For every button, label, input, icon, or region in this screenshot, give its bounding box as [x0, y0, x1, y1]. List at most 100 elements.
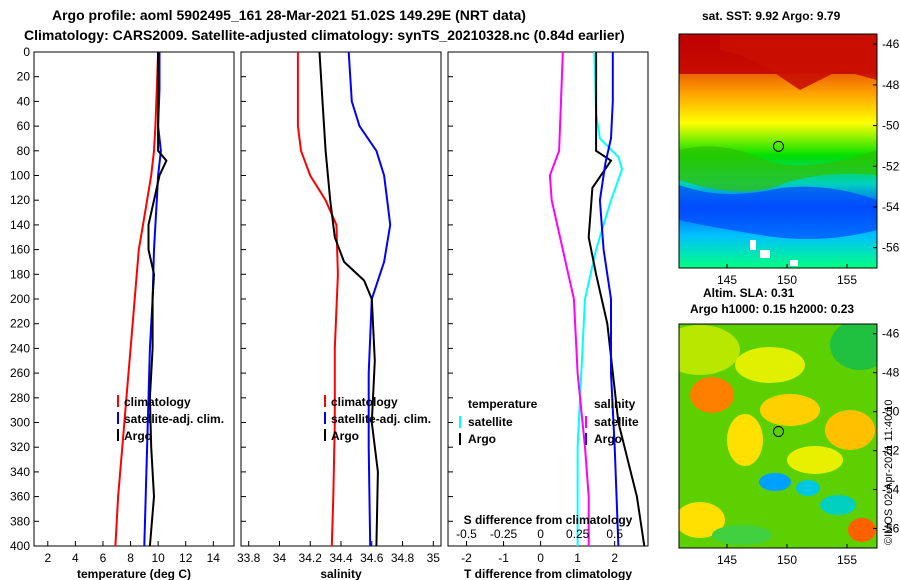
argo-position-marker: [772, 140, 784, 152]
legend-label: climatology: [124, 395, 191, 409]
series-line-climatology: [114, 51, 160, 547]
series-line-argo: [318, 51, 379, 547]
series-line-climatology: [296, 52, 339, 547]
y-tick-label: 0: [23, 45, 30, 59]
legend-label: Argo: [331, 429, 359, 443]
x-tick-label: 2: [44, 551, 51, 565]
y-tick-label: 260: [10, 366, 30, 380]
x-axis-label: salinity: [320, 567, 362, 580]
map-y-tick-label: -48: [882, 78, 900, 92]
x-tick-label: 34.6: [360, 551, 384, 565]
sla-map-frame: [678, 323, 878, 549]
y-tick-label: 340: [10, 465, 30, 479]
legend-label: Argo: [594, 432, 622, 446]
x-tick-label: 14: [207, 551, 221, 565]
y-tick-label: 320: [10, 440, 30, 454]
y-tick-label: 280: [10, 391, 30, 405]
imos-credit: ©IMOS 02-Apr-2021 11:40:10: [883, 400, 895, 545]
map-x-tick-label: 155: [837, 553, 857, 567]
map-y-tick-label: -56: [882, 241, 900, 255]
map-y-tick-label: -50: [882, 405, 900, 419]
legend-label: climatology: [331, 395, 398, 409]
plot-frame: [240, 51, 442, 547]
legend-label: satellite-adj. clim.: [331, 412, 431, 426]
map-x-tick-label: 145: [717, 553, 737, 567]
sst-map-axes: 145 150 155 -46 -48 -50 -52 -54 -56: [717, 37, 900, 287]
argo-position-marker: [772, 426, 784, 438]
sla-map-title: Altim. SLA: 0.31: [703, 286, 795, 300]
map-y-tick-label: -52: [882, 444, 900, 458]
temperature-profile-panel: 0 20 40 60 80 100 120 140 160 180 200 220 240 260 280 3…: [10, 45, 235, 580]
x-tick-top-label: 0.5: [606, 527, 623, 541]
legend-label: Argo: [124, 429, 152, 443]
map-x-tick-label: 155: [837, 273, 857, 287]
y-tick-label: 100: [10, 169, 30, 183]
sst-map: [679, 34, 877, 268]
x-tick-label: 10: [151, 551, 165, 565]
figure-title-line2: Climatology: CARS2009. Satellite-adjuste…: [24, 27, 625, 43]
series-line-satellite-adj-clim-: [347, 51, 392, 547]
sla-map-axes: 145 150 155 -46 -48 -50 -52 -54 -56: [717, 327, 900, 567]
y-tick-label: 400: [10, 539, 30, 553]
y-tick-label: 300: [10, 416, 30, 430]
x-axis-label: T difference from climatology: [464, 567, 632, 580]
x-tick-label: 0: [537, 551, 544, 565]
x-tick-label: 35: [427, 551, 441, 565]
x-tick-label: 34.4: [329, 551, 353, 565]
map-x-tick-label: 145: [717, 273, 737, 287]
x-axis-label: temperature (deg C): [77, 567, 191, 580]
x-tick-label: 2: [611, 551, 618, 565]
x-tick-label: 1: [574, 551, 581, 565]
x-tick-top-label: -0.25: [490, 527, 518, 541]
y-tick-label: 200: [10, 292, 30, 306]
x-tick-label: -2: [461, 551, 472, 565]
map-y-tick-label: -50: [882, 119, 900, 133]
y-tick-label: 160: [10, 243, 30, 257]
x-tick-top-label: -0.5: [456, 527, 477, 541]
map-y-tick-label: -48: [882, 366, 900, 380]
sla-map: [679, 324, 877, 548]
map-y-tick-label: -54: [882, 200, 900, 214]
difference-profile-panel: -2 -1 0 1 2 T difference from climatology -0.5…: [447, 51, 649, 580]
sla-map-subtitle: Argo h1000: 0.15 h2000: 0.23: [690, 302, 854, 316]
series-line-argo: [147, 52, 168, 547]
series-line-temperature-argo: [587, 52, 646, 547]
map-x-tick-label: 150: [777, 273, 797, 287]
x-axis-label-top: S difference from climatology: [464, 513, 633, 527]
y-tick-label: 240: [10, 341, 30, 355]
series-line-salinity-argo: [598, 52, 620, 547]
series-line-salinity-satellite: [548, 51, 590, 546]
sst-map-frame: [678, 33, 878, 269]
map-y-tick-label: -46: [882, 327, 900, 341]
map-y-tick-label: -54: [882, 483, 900, 497]
legend-label: satellite-adj. clim.: [124, 412, 224, 426]
y-tick-label: 80: [17, 144, 31, 158]
x-tick-top-label: 0: [537, 527, 544, 541]
legend-heading-temperature: temperature: [468, 397, 538, 411]
legend-label: satellite: [468, 415, 513, 429]
legend-label: Argo: [468, 432, 496, 446]
y-tick-label: 360: [10, 490, 30, 504]
y-tick-label: 380: [10, 514, 30, 528]
y-tick-label: 120: [10, 193, 30, 207]
x-tick-label: -1: [498, 551, 509, 565]
y-tick-label: 180: [10, 267, 30, 281]
y-tick-label: 220: [10, 317, 30, 331]
y-tick-label: 20: [17, 70, 31, 84]
x-tick-label: 33.8: [237, 551, 261, 565]
map-y-tick-label: -46: [882, 37, 900, 51]
map-x-tick-label: 150: [777, 553, 797, 567]
y-tick-label: 40: [17, 94, 31, 108]
salinity-profile-panel: 33.8 34 34.2 34.4 34.6 34.8 35 salinity climatol…: [237, 51, 442, 580]
x-tick-top-label: 0.25: [566, 527, 590, 541]
map-y-tick-label: -52: [882, 159, 900, 173]
y-tick-label: 60: [17, 119, 31, 133]
x-tick-label: 34.8: [391, 551, 415, 565]
legend-label: satellite: [594, 415, 639, 429]
x-tick-label: 34: [273, 551, 287, 565]
map-y-tick-label: -56: [882, 522, 900, 536]
plot-frame: [447, 51, 649, 547]
x-tick-label: 8: [127, 551, 134, 565]
x-tick-label: 12: [179, 551, 193, 565]
